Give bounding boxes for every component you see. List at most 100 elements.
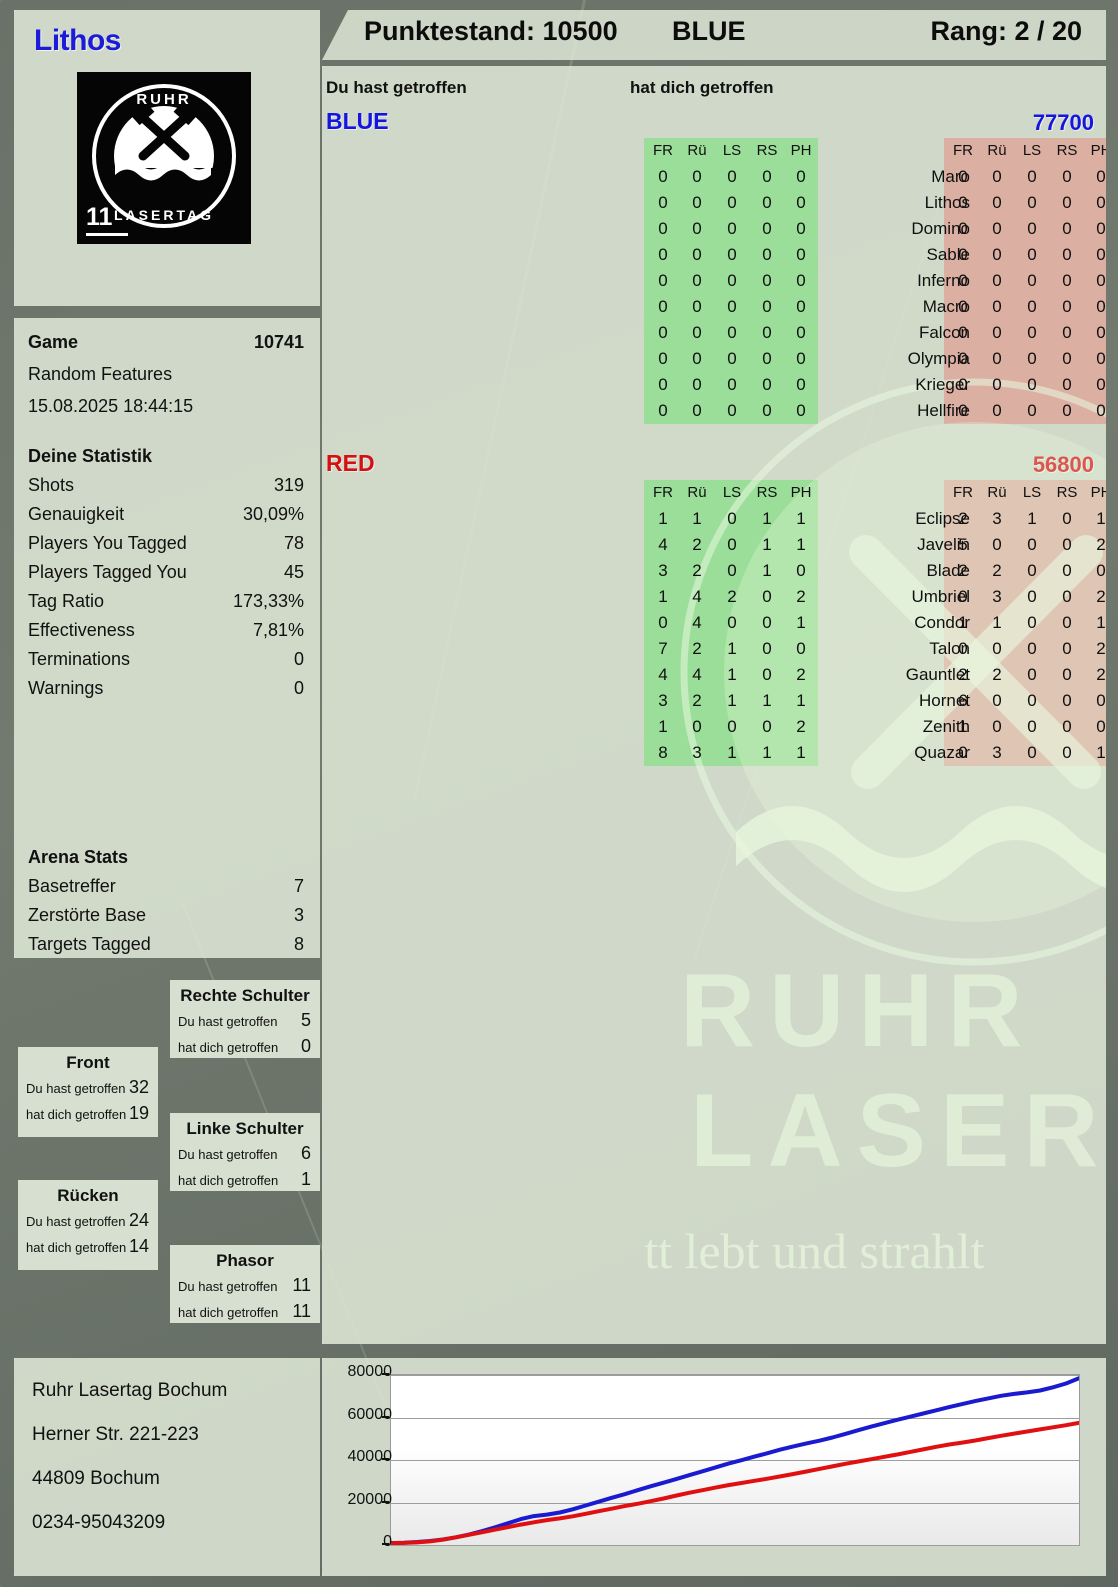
table-row[interactable]: 00000Falcon00000636117000 <box>322 320 1106 346</box>
table-row[interactable]: 72100Talon000020015154900 <box>322 636 1106 662</box>
hitbox-them-value: 14 <box>128 1236 149 1256</box>
cell-you-ph: 1 <box>796 509 806 528</box>
col-header-them-ph: PH <box>1090 142 1106 159</box>
hitbox-you-line: Du hast getroffen 5 <box>170 1010 320 1036</box>
cell-them-fr: 0 <box>958 297 968 316</box>
stat-value: 0 <box>293 649 304 669</box>
your-stats-title-row: Deine Statistik <box>14 442 320 471</box>
cell-you-rü: 0 <box>692 323 702 342</box>
cell-them-fr: 0 <box>958 349 968 368</box>
cell-you-ls: 0 <box>727 375 737 394</box>
stat-label: Effectiveness <box>28 620 135 640</box>
table-row[interactable]: 00000Olympia00000411126200 <box>322 346 1106 372</box>
arena-stat-label: Basetreffer <box>28 876 116 896</box>
cell-you-fr: 4 <box>658 665 668 684</box>
hitbox-you-label: Du hast getroffen <box>178 1279 278 1294</box>
table-row[interactable]: 42011Javelin5000281277600 <box>322 532 1106 558</box>
hitbox-them-label: hat dich getroffen <box>26 1107 127 1122</box>
table-row[interactable]: 32111Hornet60000212174400 <box>322 688 1106 714</box>
stat-row: Effectiveness 7,81% <box>14 616 320 645</box>
cell-you-ls: 0 <box>727 613 737 632</box>
hitbox-them-label: hat dich getroffen <box>26 1240 127 1255</box>
col-header-them-rs: RS <box>1056 142 1078 159</box>
game-mode: Random Features <box>28 364 173 384</box>
chart-ytick-mark <box>382 1458 389 1460</box>
ruhr-lasertag-logo-icon: RUHR LASERTAG <box>92 84 236 228</box>
col-header-you-ph: PH <box>790 142 812 159</box>
logo-number-underline <box>86 233 128 236</box>
chart-ytick-mark <box>382 1543 389 1545</box>
cell-you-rü: 3 <box>692 743 702 762</box>
hitbox-them-label: hat dich getroffen <box>178 1173 279 1188</box>
cell-you-ls: 1 <box>727 665 737 684</box>
label-you-tagged: Du hast getroffen <box>326 78 467 97</box>
cell-you-ls: 0 <box>727 271 737 290</box>
game-datetime-row: 15.08.2025 18:44:15 <box>14 392 320 421</box>
col-header-them-ls: LS <box>1022 142 1042 159</box>
hitbox-phasor: Phasor Du hast getroffen 11 hat dich getrof… <box>170 1245 320 1323</box>
stat-label: Players You Tagged <box>28 533 187 553</box>
cell-them-ls: 0 <box>1027 665 1037 684</box>
col-header-you-ls: LS <box>722 142 742 159</box>
cell-you-rü: 0 <box>692 349 702 368</box>
table-row[interactable]: 32010Blade22000311997200 <box>322 558 1106 584</box>
cell-them-ls: 0 <box>1027 375 1037 394</box>
stat-label: Genauigkeit <box>28 504 125 524</box>
cell-you-ls: 0 <box>727 401 737 420</box>
chart-gridline <box>391 1502 1079 1504</box>
table-row[interactable]: 00000Hellfire00000100201800 <box>322 398 1106 424</box>
chart-gridline <box>391 1417 1079 1419</box>
cell-them-fr: 1 <box>958 717 968 736</box>
cell-player-name: Olympia <box>907 349 970 368</box>
cell-them-rü: 0 <box>992 691 1002 710</box>
cell-them-fr: 0 <box>958 167 968 186</box>
table-row[interactable]: 00000Maro000000022112800 <box>322 164 1106 190</box>
hitbox-them-label: hat dich getroffen <box>178 1040 279 1055</box>
table-row[interactable]: 10002Zenith100001132184400 <box>322 714 1106 740</box>
cell-them-rü: 0 <box>992 375 1002 394</box>
stat-row: Shots 319 <box>14 471 320 500</box>
chart-line-blue <box>391 1376 1079 1545</box>
table-row[interactable]: 00000Macro0000000187300 <box>322 294 1106 320</box>
cell-you-ph: 0 <box>796 193 806 212</box>
table-row[interactable]: 00000Sable000003414049100 <box>322 242 1106 268</box>
cell-you-ph: 0 <box>796 375 806 394</box>
stat-label: Warnings <box>28 678 104 698</box>
cell-them-ph: 0 <box>1096 717 1106 736</box>
cell-you-ph: 2 <box>796 665 806 684</box>
cell-player-name: Maro <box>931 167 970 186</box>
table-row[interactable]: 00000Krieger00000425145000 <box>322 372 1106 398</box>
rank-value: Rang: 2 / 20 <box>930 16 1082 46</box>
cell-them-rü: 2 <box>992 665 1002 684</box>
table-row[interactable]: 83111Quazar03001001192300 <box>322 740 1106 766</box>
cell-them-rü: 3 <box>992 509 1002 528</box>
table-row[interactable]: 00000Domino00000001239900 <box>322 216 1106 242</box>
cell-you-ls: 0 <box>727 193 737 212</box>
game-row: Game 10741 <box>14 328 320 357</box>
cell-them-ph: 0 <box>1096 323 1106 342</box>
cell-you-ls: 0 <box>727 297 737 316</box>
stat-label: Players Tagged You <box>28 562 187 582</box>
cell-them-rü: 0 <box>992 245 1002 264</box>
table-row[interactable]: 04001Condor11001517135600 <box>322 610 1106 636</box>
chart-ytick-label: 80000 <box>347 1363 393 1380</box>
chart-ytick-label: 0 <box>383 1533 392 1550</box>
cell-them-ph: 0 <box>1096 193 1106 212</box>
table-row[interactable]: 44102Gauntlet22002000164800 <box>322 662 1106 688</box>
stat-row: Genauigkeit 30,09% <box>14 500 320 529</box>
hitbox-you-line: Du hast getroffen 11 <box>170 1275 320 1301</box>
table-row[interactable]: 14202Umbriel03002308107100 <box>322 584 1106 610</box>
cell-you-rs: 1 <box>762 509 772 528</box>
stat-row: Warnings 0 <box>14 674 320 703</box>
hitbox-them-value: 0 <box>300 1036 311 1056</box>
table-row[interactable]: 00000Inferno0000062768100 <box>322 268 1106 294</box>
hitbox-you-label: Du hast getroffen <box>26 1214 126 1229</box>
table-row[interactable]: 11011Eclipse23101001258500 <box>322 506 1106 532</box>
col-header-them-rü: Rü <box>987 142 1007 159</box>
chart-ytick-mark <box>382 1373 389 1375</box>
table-row[interactable]: 00000Lithos00000738210500 <box>322 190 1106 216</box>
cell-player-name: Falcon <box>918 323 970 342</box>
page-title: Lithos <box>34 24 122 57</box>
cell-you-rü: 0 <box>692 167 702 186</box>
hitbox-you-line: Du hast getroffen 6 <box>170 1143 320 1169</box>
